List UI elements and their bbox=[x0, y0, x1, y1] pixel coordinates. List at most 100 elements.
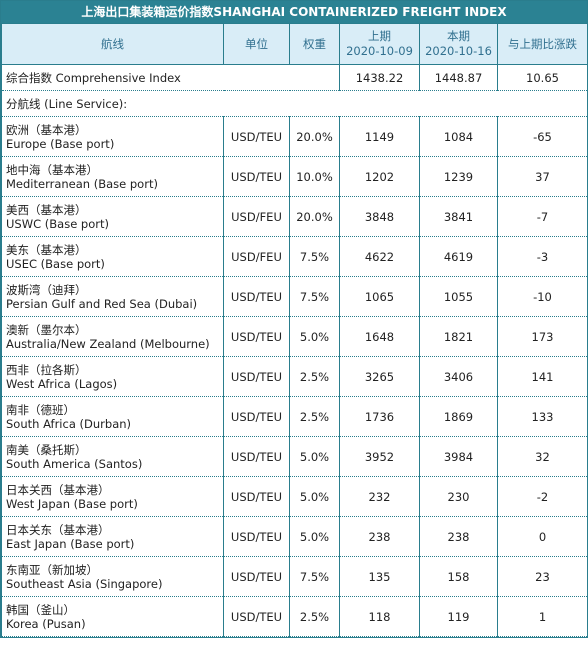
unit-cell: USD/TEU bbox=[223, 116, 290, 157]
weight-cell: 10.0% bbox=[289, 156, 340, 197]
header-prev: 上期 2020-10-09 bbox=[339, 23, 420, 65]
header-curr: 本期 2020-10-16 bbox=[419, 23, 498, 65]
route-cn: 美东（基本港） bbox=[6, 242, 87, 257]
curr-cell: 1239 bbox=[419, 156, 498, 197]
curr-cell: 1821 bbox=[419, 316, 498, 357]
curr-cell: 1055 bbox=[419, 276, 498, 317]
route-cn: 西非（拉各斯） bbox=[6, 362, 87, 377]
table-row: 波斯湾（迪拜） Persian Gulf and Red Sea (Dubai) U… bbox=[1, 276, 588, 317]
route-en: West Africa (Lagos) bbox=[6, 376, 118, 391]
composite-curr: 1448.87 bbox=[419, 64, 498, 91]
weight-cell: 5.0% bbox=[289, 436, 340, 477]
route-cn: 澳新（墨尔本） bbox=[6, 322, 87, 337]
weight-cell: 7.5% bbox=[289, 556, 340, 597]
prev-cell: 1648 bbox=[339, 316, 420, 357]
unit-cell: USD/TEU bbox=[223, 596, 290, 637]
route-en: South America (Santos) bbox=[6, 456, 143, 471]
table-row: 美东（基本港） USEC (Base port) USD/FEU 7.5% 4622 46… bbox=[1, 236, 588, 277]
section-row: 分航线 (Line Service): bbox=[1, 90, 588, 117]
curr-cell: 238 bbox=[419, 516, 498, 557]
header-curr-label: 本期 bbox=[447, 29, 470, 43]
unit-cell: USD/TEU bbox=[223, 436, 290, 477]
weight-cell: 20.0% bbox=[289, 116, 340, 157]
change-cell: -10 bbox=[497, 276, 588, 317]
route-cell: 韩国（釜山） Korea (Pusan) bbox=[1, 596, 224, 637]
route-cell: 西非（拉各斯） West Africa (Lagos) bbox=[1, 356, 224, 397]
prev-cell: 135 bbox=[339, 556, 420, 597]
table-row: 日本关西（基本港） West Japan (Base port) USD/TEU 5.… bbox=[1, 476, 588, 517]
table-row: 西非（拉各斯） West Africa (Lagos) USD/TEU 2.5% 326… bbox=[1, 356, 588, 397]
route-cell: 地中海（基本港） Mediterranean (Base port) bbox=[1, 156, 224, 197]
route-cell: 澳新（墨尔本） Australia/New Zealand (Melbourne) bbox=[1, 316, 224, 357]
freight-index-table: 航线 单位 权重 上期 2020-10-09 本期 2020-10-16 与上期… bbox=[1, 23, 588, 637]
header-prev-label: 上期 bbox=[368, 29, 391, 43]
unit-cell: USD/TEU bbox=[223, 316, 290, 357]
table-row: 澳新（墨尔本） Australia/New Zealand (Melbourne)… bbox=[1, 316, 588, 357]
change-cell: -65 bbox=[497, 116, 588, 157]
weight-cell: 5.0% bbox=[289, 316, 340, 357]
weight-cell: 2.5% bbox=[289, 396, 340, 437]
route-en: USWC (Base port) bbox=[6, 216, 109, 231]
header-prev-date: 2020-10-09 bbox=[346, 44, 413, 58]
curr-cell: 3841 bbox=[419, 196, 498, 237]
unit-cell: USD/FEU bbox=[223, 196, 290, 237]
change-cell: 173 bbox=[497, 316, 588, 357]
route-en: Southeast Asia (Singapore) bbox=[6, 576, 163, 591]
composite-change: 10.65 bbox=[497, 64, 588, 91]
change-cell: 141 bbox=[497, 356, 588, 397]
prev-cell: 1202 bbox=[339, 156, 420, 197]
change-cell: 0 bbox=[497, 516, 588, 557]
route-cn: 东南亚（新加坡） bbox=[6, 562, 98, 577]
table-row: 美西（基本港） USWC (Base port) USD/FEU 20.0% 3848 3… bbox=[1, 196, 588, 237]
change-cell: 32 bbox=[497, 436, 588, 477]
table-row: 地中海（基本港） Mediterranean (Base port) USD/TEU… bbox=[1, 156, 588, 197]
table-row: 日本关东（基本港） East Japan (Base port) USD/TEU 5.… bbox=[1, 516, 588, 557]
change-cell: 1 bbox=[497, 596, 588, 637]
route-cn: 地中海（基本港） bbox=[6, 162, 98, 177]
route-cn: 韩国（釜山） bbox=[6, 602, 75, 617]
route-cell: 日本关西（基本港） West Japan (Base port) bbox=[1, 476, 224, 517]
route-en: West Japan (Base port) bbox=[6, 496, 138, 511]
curr-cell: 230 bbox=[419, 476, 498, 517]
weight-cell: 5.0% bbox=[289, 516, 340, 557]
route-cn: 日本关西（基本港） bbox=[6, 482, 110, 497]
route-en: Persian Gulf and Red Sea (Dubai) bbox=[6, 296, 198, 311]
prev-cell: 4622 bbox=[339, 236, 420, 277]
route-cell: 南非（德班） South Africa (Durban) bbox=[1, 396, 224, 437]
weight-cell: 7.5% bbox=[289, 236, 340, 277]
prev-cell: 1065 bbox=[339, 276, 420, 317]
unit-cell: USD/TEU bbox=[223, 356, 290, 397]
unit-cell: USD/TEU bbox=[223, 476, 290, 517]
route-en: Korea (Pusan) bbox=[6, 616, 86, 631]
table-row: 欧洲（基本港） Europe (Base port) USD/TEU 20.0% 114… bbox=[1, 116, 588, 157]
unit-cell: USD/TEU bbox=[223, 396, 290, 437]
prev-cell: 3265 bbox=[339, 356, 420, 397]
composite-row: 综合指数 Comprehensive Index 1438.22 1448.87… bbox=[1, 64, 588, 91]
route-cell: 东南亚（新加坡） Southeast Asia (Singapore) bbox=[1, 556, 224, 597]
route-cn: 日本关东（基本港） bbox=[6, 522, 110, 537]
change-cell: -2 bbox=[497, 476, 588, 517]
route-en: Australia/New Zealand (Melbourne) bbox=[6, 336, 210, 351]
table-row: 东南亚（新加坡） Southeast Asia (Singapore) USD/TE… bbox=[1, 556, 588, 597]
table-row: 韩国（釜山） Korea (Pusan) USD/TEU 2.5% 118 119 1 bbox=[1, 596, 588, 637]
weight-cell: 5.0% bbox=[289, 476, 340, 517]
unit-cell: USD/TEU bbox=[223, 556, 290, 597]
route-cn: 南美（桑托斯） bbox=[6, 442, 87, 457]
prev-cell: 118 bbox=[339, 596, 420, 637]
weight-cell: 2.5% bbox=[289, 596, 340, 637]
composite-label: 综合指数 Comprehensive Index bbox=[1, 64, 340, 91]
route-cn: 波斯湾（迪拜） bbox=[6, 282, 87, 297]
route-cell: 波斯湾（迪拜） Persian Gulf and Red Sea (Dubai) bbox=[1, 276, 224, 317]
curr-cell: 3984 bbox=[419, 436, 498, 477]
route-cn: 欧洲（基本港） bbox=[6, 122, 87, 137]
prev-cell: 1736 bbox=[339, 396, 420, 437]
prev-cell: 3952 bbox=[339, 436, 420, 477]
route-en: USEC (Base port) bbox=[6, 256, 105, 271]
route-en: Mediterranean (Base port) bbox=[6, 176, 158, 191]
section-label: 分航线 (Line Service): bbox=[1, 90, 588, 117]
change-cell: 23 bbox=[497, 556, 588, 597]
header-unit: 单位 bbox=[223, 23, 290, 65]
prev-cell: 1149 bbox=[339, 116, 420, 157]
change-cell: 133 bbox=[497, 396, 588, 437]
header-change: 与上期比涨跌 bbox=[497, 23, 588, 65]
